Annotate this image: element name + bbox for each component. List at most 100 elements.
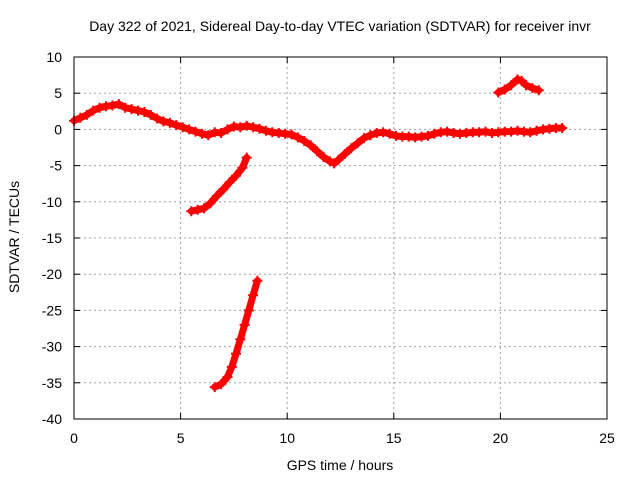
x-tick-label: 0 (70, 430, 78, 446)
data-point (216, 128, 227, 138)
x-tick-label: 5 (177, 430, 185, 446)
data-point (158, 116, 169, 127)
y-tick-label: 5 (54, 85, 62, 101)
data-point (216, 379, 227, 390)
data-point (75, 112, 86, 123)
data-point (133, 105, 143, 116)
data-point (252, 275, 263, 286)
data-point (318, 151, 329, 162)
y-axis-label: SDTVAR / TECUs (6, 181, 22, 293)
series-upper-right-arc (493, 74, 544, 98)
data-point (192, 204, 203, 215)
y-tick-label: -30 (42, 339, 62, 355)
data-point (177, 122, 188, 133)
data-point (365, 130, 376, 141)
data-point (442, 126, 453, 137)
data-point (222, 124, 233, 135)
data-point (231, 170, 241, 181)
data-point (527, 83, 538, 94)
chart-title: Day 322 of 2021, Sidereal Day-to-day VTE… (89, 18, 591, 34)
data-point (352, 138, 363, 149)
x-tick-label: 15 (386, 430, 402, 446)
data-point (222, 372, 233, 382)
y-tick-label: 0 (54, 121, 62, 137)
data-point (260, 125, 271, 136)
data-point (312, 146, 322, 157)
data-point (499, 84, 510, 95)
grid-lines (74, 57, 607, 419)
data-point (235, 334, 246, 345)
data-point (359, 133, 369, 144)
data-point (88, 105, 99, 116)
x-tick-label: 25 (599, 430, 615, 446)
data-point (231, 348, 241, 359)
series-band (211, 277, 261, 391)
y-tick-label: -15 (42, 230, 62, 246)
data-point (480, 126, 491, 137)
data-point (209, 382, 220, 393)
data-point (521, 80, 531, 91)
data-point (493, 87, 504, 98)
data-point (525, 127, 536, 138)
axis-ticks: 0 5 10 15 20 25 10 5 0 -5 -10 -15 -20 -25 -30 -35 -40 (42, 49, 615, 446)
y-tick-label: 10 (46, 49, 62, 65)
data-point (224, 177, 235, 188)
y-tick-label: -40 (42, 411, 62, 427)
data-point (211, 191, 222, 201)
y-tick-label: -20 (42, 266, 62, 282)
data-point (299, 136, 310, 146)
data-point (305, 140, 316, 151)
data-point (199, 203, 210, 214)
data-point (237, 162, 248, 173)
data-point (533, 85, 544, 96)
data-point (235, 122, 246, 133)
data-point (286, 129, 297, 140)
data-point (346, 143, 357, 154)
series-rising-arc-mid (186, 152, 252, 217)
data-point (384, 128, 395, 139)
data-point (145, 109, 156, 120)
x-tick-label: 10 (279, 430, 295, 446)
data-point (226, 361, 237, 372)
data-point (248, 122, 259, 133)
data-point (339, 149, 350, 159)
data-point (333, 154, 344, 165)
y-tick-label: -25 (42, 302, 62, 318)
data-point (429, 128, 440, 139)
y-tick-label: -35 (42, 375, 62, 391)
data-point (241, 152, 252, 163)
data-point (107, 100, 118, 111)
data-point (184, 124, 195, 135)
x-axis-label: GPS time / hours (287, 457, 394, 473)
data-point (190, 126, 201, 137)
x-tick-label: 20 (493, 430, 509, 446)
data-point (186, 206, 197, 217)
data-point (139, 107, 150, 117)
data-point (203, 130, 214, 141)
data-point (205, 198, 216, 209)
data-point (171, 120, 182, 131)
data-point (81, 109, 92, 120)
data-point (241, 120, 252, 131)
data-point (126, 104, 137, 115)
data-point (248, 290, 259, 301)
data-point (239, 319, 250, 330)
y-tick-label: -5 (50, 158, 63, 174)
series-main-track (69, 99, 568, 169)
data-point (557, 123, 568, 133)
data-point (94, 102, 105, 113)
data-point (243, 305, 254, 316)
y-tick-label: -10 (42, 194, 62, 210)
data-point (378, 127, 389, 138)
data-point (196, 128, 207, 139)
data-point (164, 117, 175, 128)
data-point (531, 125, 542, 136)
data-point (506, 80, 517, 91)
data-point (254, 123, 265, 134)
data-point (422, 130, 433, 141)
data-point (113, 99, 124, 110)
data-point (292, 132, 303, 143)
series-rising-arc-low (209, 275, 263, 393)
data-point (120, 102, 131, 113)
